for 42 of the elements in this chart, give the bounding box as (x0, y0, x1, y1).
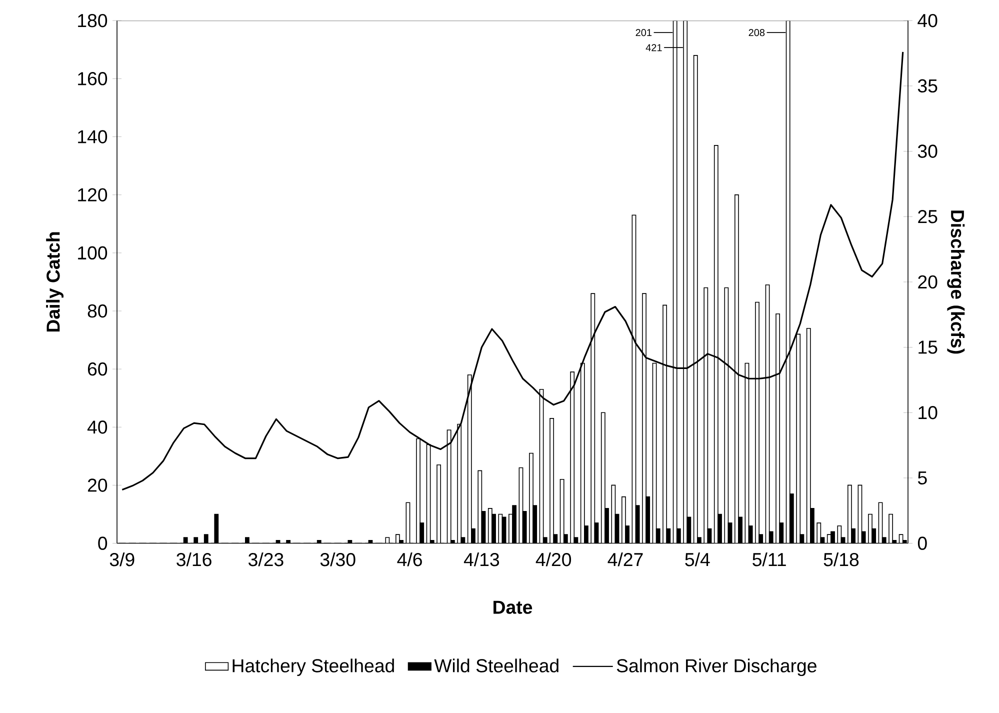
y2-axis-title: Discharge (kcfs) (947, 210, 965, 354)
y2-tick-label: 25 (918, 210, 938, 224)
y-tick-label: 40 (87, 420, 108, 434)
bar (406, 502, 410, 544)
y2-tick-label: 0 (918, 536, 927, 550)
text: 201 (636, 29, 652, 36)
y-tick-label: 60 (88, 362, 108, 376)
legend-label: Salmon River Discharge (616, 658, 816, 676)
x-tick-label: 4/20 (536, 552, 572, 566)
x-tick-label: 3/30 (320, 552, 356, 566)
x-tick-label: 3/16 (176, 552, 212, 566)
text: 421 (646, 44, 662, 52)
y2-tick-label: 15 (918, 340, 938, 354)
y-tick-label: 180 (78, 14, 108, 28)
y-tick-label: 20 (88, 478, 108, 492)
legend-label: Hatchery Steelhead (232, 658, 394, 676)
x-tick-label: 5/4 (685, 552, 710, 566)
bar (436, 464, 441, 544)
x-axis-title: Date (494, 600, 532, 614)
y2-tick-label: 10 (918, 406, 938, 420)
y-tick-label: 80 (88, 304, 108, 318)
x-tick-label: 4/27 (608, 552, 643, 566)
x-tick-label: 5/18 (824, 552, 859, 566)
x-tick-label: 4/13 (464, 552, 500, 566)
y2-tick-label: 5 (918, 471, 927, 484)
bar (385, 537, 390, 544)
text: 208 (748, 29, 765, 36)
y-tick-label: 120 (78, 188, 108, 202)
y2-tick-label: 40 (918, 14, 938, 28)
y-tick-label: 0 (98, 536, 108, 550)
x-tick-label: 3/23 (248, 552, 284, 566)
x-tick-label: 3/9 (110, 552, 134, 566)
y2-tick-label: 30 (918, 144, 938, 158)
y-tick-label: 140 (78, 130, 108, 144)
x-tick-label: 4/6 (397, 552, 422, 566)
y-tick-label: 100 (78, 246, 108, 260)
x-tick-label: 5/11 (752, 552, 786, 566)
legend-label: Wild Steelhead (434, 658, 558, 672)
y-axis-title: Daily Catch (46, 232, 64, 332)
y-tick-label: 160 (78, 72, 108, 86)
y2-tick-label: 35 (918, 79, 938, 93)
y2-tick-label: 20 (918, 275, 938, 289)
